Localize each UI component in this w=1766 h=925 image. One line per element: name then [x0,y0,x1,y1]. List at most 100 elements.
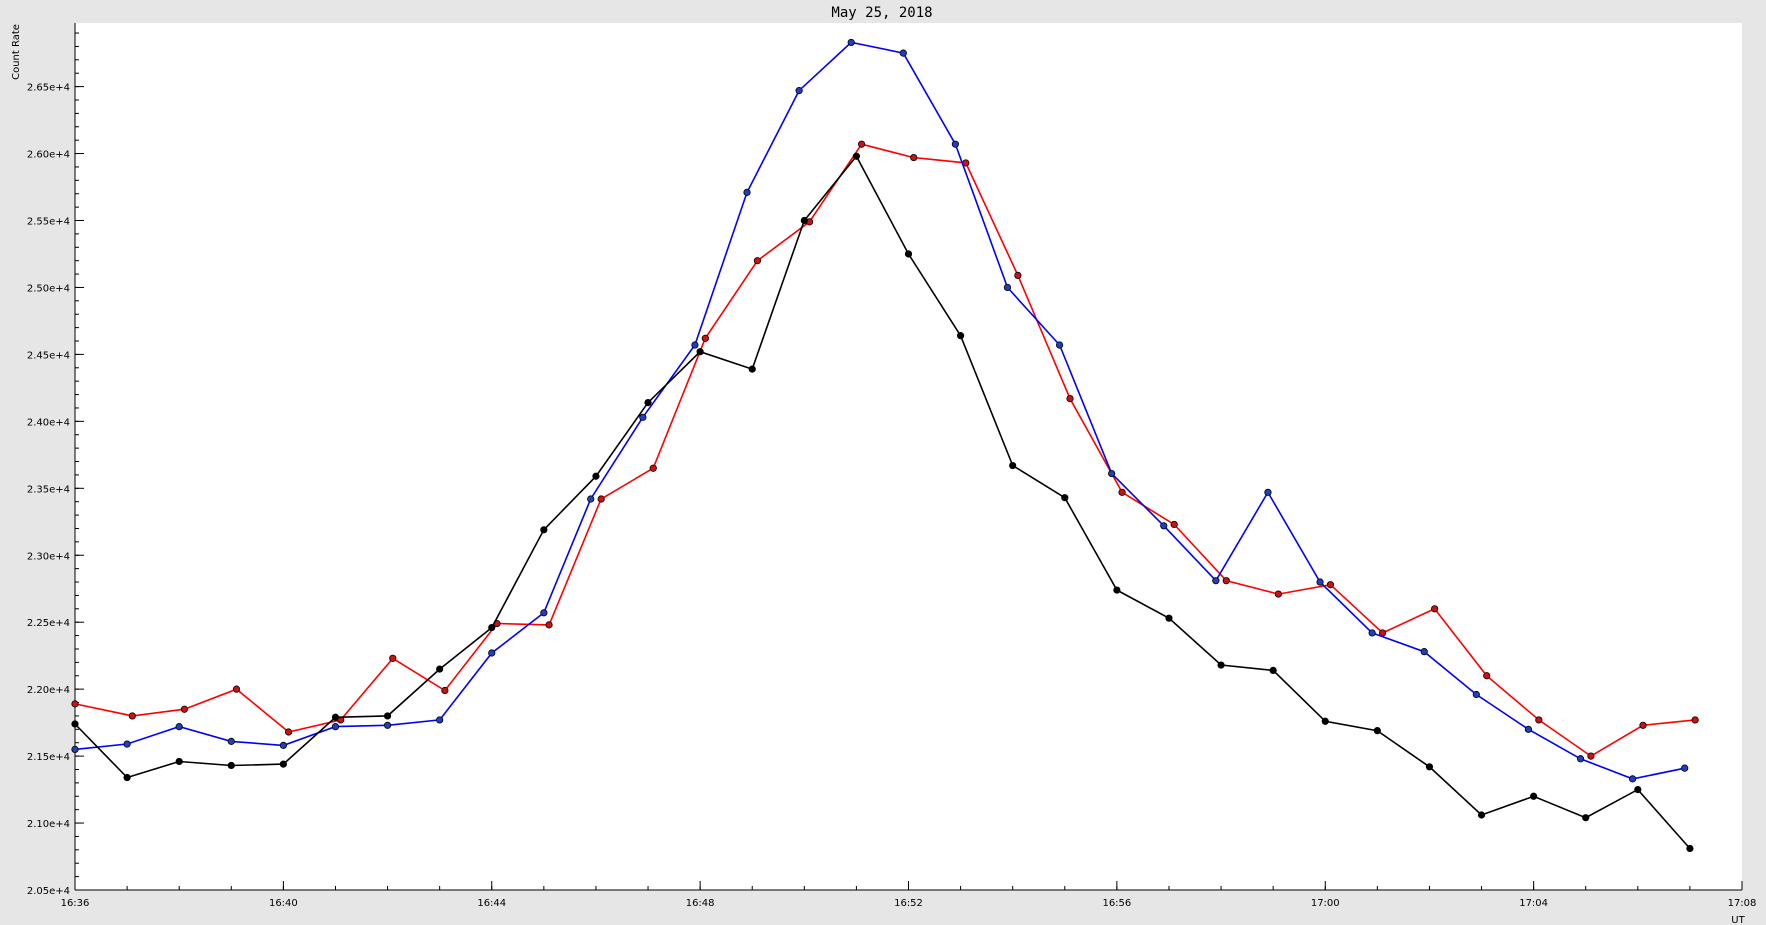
data-point [1014,271,1022,280]
data-point [753,257,762,265]
data-point [956,332,965,340]
data-point [691,341,699,349]
y-tick-label: 2.40e+4 [27,417,70,428]
y-tick-label: 2.15e+4 [27,752,70,763]
data-point [847,38,855,47]
data-point [1535,716,1543,724]
data-point [1055,341,1064,349]
data-point [1009,461,1017,470]
y-tick-label: 2.55e+4 [27,217,70,228]
y-axis-label: Count Rate [11,24,22,80]
data-point [951,140,959,148]
y-tick-label: 2.65e+4 [27,83,70,94]
data-point [1524,725,1533,733]
x-tick-label: 16:44 [477,898,506,909]
data-point [436,665,444,673]
data-point [1420,648,1428,656]
data-point [123,773,131,782]
x-tick-label: 16:56 [1102,898,1131,909]
data-point [175,757,183,766]
data-point [1061,494,1069,502]
data-point [284,728,293,736]
x-tick-label: 17:00 [1311,898,1340,909]
data-point [175,723,183,731]
chart-title: May 25, 2018 [831,5,932,21]
data-point [1691,716,1699,724]
data-point [795,87,803,95]
data-point [1582,814,1590,822]
data-point [1472,690,1480,699]
data-point [71,700,79,708]
y-tick-label: 2.35e+4 [27,484,70,495]
data-point [1066,394,1074,403]
data-point [1639,721,1647,729]
data-point [1113,586,1121,594]
data-point [1108,469,1116,478]
series-line [74,41,1685,780]
data-point [639,413,647,421]
data-point [1222,577,1230,585]
data-point [441,686,449,695]
axes: 16:36 16:40 16:44 16:48 16:52 16:56 17:00 17:04… [27,23,1756,909]
data-point [910,153,918,162]
series-3 [71,152,1694,853]
data-point [123,740,131,748]
data-point [904,250,913,258]
data-point [1477,811,1486,819]
data-point [696,348,704,356]
data-point [1118,488,1126,496]
y-tick-label: 2.10e+4 [27,819,70,830]
data-point [1634,785,1642,794]
data-point [1629,775,1637,783]
y-tick-label: 2.50e+4 [27,283,70,294]
data-point [383,712,392,720]
data-point [383,721,392,729]
data-point [1431,605,1439,613]
data-point [743,188,751,196]
x-tick-label: 17:04 [1519,898,1548,909]
data-point [1269,666,1277,675]
plot-area [75,23,1742,890]
data-point [232,685,241,693]
y-tick-label: 2.25e+4 [27,618,70,629]
series-2 [71,38,1689,783]
data-point [1530,792,1538,800]
data-point [1274,590,1282,598]
data-point [649,464,657,472]
data-point [1217,661,1225,669]
y-tick-label: 2.20e+4 [27,685,70,696]
data-point [1373,727,1381,735]
data-point [1326,581,1335,589]
data-point [279,760,287,768]
data-point [540,609,548,617]
data-point [1686,844,1694,853]
data-point [644,399,652,407]
data-point [540,526,548,534]
data-point [227,761,235,770]
data-point [1264,488,1272,496]
data-point [592,472,600,480]
data-point [852,152,861,160]
data-point [436,716,444,724]
series-line [74,154,1691,850]
data-point [279,741,287,749]
y-tick-label: 2.45e+4 [27,350,70,361]
data-point [128,712,136,720]
data-point [389,654,397,662]
data-point [71,720,79,728]
data-point [1003,283,1012,292]
x-tick-label: 16:36 [61,898,90,909]
data-point [1368,629,1376,637]
data-point [800,216,808,225]
data-point [1316,578,1324,586]
data-point [1576,755,1585,763]
y-tick-label: 2.60e+4 [27,150,70,161]
series-1 [71,140,1699,760]
data-point [701,334,709,342]
data-point [1587,752,1595,760]
data-point [597,495,605,503]
data-point [748,365,756,373]
data-point [858,140,866,148]
data-point [1170,520,1178,529]
